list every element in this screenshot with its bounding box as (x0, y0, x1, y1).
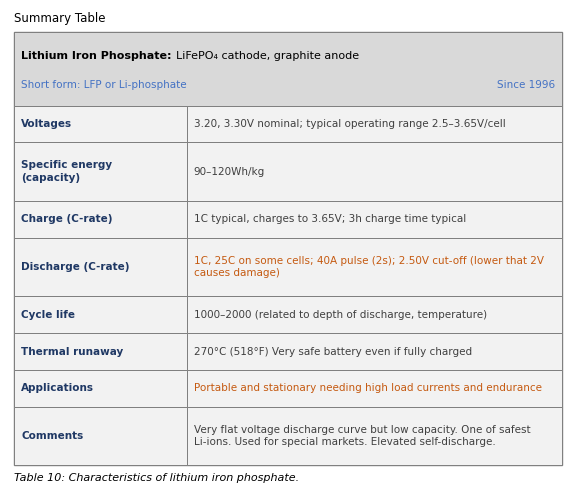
Text: 1000–2000 (related to depth of discharge, temperature): 1000–2000 (related to depth of discharge… (194, 310, 487, 320)
Bar (14, 406, 187, 465)
Text: Very flat voltage discharge curve but low capacity. One of safest
Li-ions. Used : Very flat voltage discharge curve but lo… (194, 425, 530, 447)
Bar (187, 142, 562, 201)
Bar (14, 142, 187, 201)
Text: 270°C (518°F) Very safe battery even if fully charged: 270°C (518°F) Very safe battery even if … (194, 346, 472, 356)
Bar (187, 297, 562, 333)
Text: Comments: Comments (21, 431, 84, 441)
Bar (187, 333, 562, 370)
Text: 3.20, 3.30V nominal; typical operating range 2.5–3.65V/cell: 3.20, 3.30V nominal; typical operating r… (194, 119, 505, 129)
Text: Cycle life: Cycle life (21, 310, 75, 320)
Bar (14, 201, 187, 238)
Text: 90–120Wh/kg: 90–120Wh/kg (194, 167, 265, 177)
Text: Lithium Iron Phosphate:: Lithium Iron Phosphate: (21, 50, 176, 61)
Text: Specific energy
(capacity): Specific energy (capacity) (21, 160, 112, 183)
Text: Portable and stationary needing high load currents and endurance: Portable and stationary needing high loa… (194, 383, 541, 393)
Bar (14, 370, 187, 406)
Bar (187, 201, 562, 238)
Bar (14, 105, 187, 142)
Text: Applications: Applications (21, 383, 94, 393)
Text: Thermal runaway: Thermal runaway (21, 346, 124, 356)
Text: 1C, 25C on some cells; 40A pulse (2s); 2.50V cut-off (lower that 2V
causes damag: 1C, 25C on some cells; 40A pulse (2s); 2… (194, 256, 544, 279)
Text: Charge (C-rate): Charge (C-rate) (21, 214, 113, 224)
Bar (187, 370, 562, 406)
Text: Table 10: Characteristics of lithium iron phosphate.: Table 10: Characteristics of lithium iro… (14, 473, 300, 483)
Bar (187, 406, 562, 465)
Text: Short form: LFP or Li-phosphate: Short form: LFP or Li-phosphate (21, 80, 187, 90)
Text: LiFePO₄ cathode, graphite anode: LiFePO₄ cathode, graphite anode (176, 50, 359, 61)
Bar (14, 32, 562, 465)
Bar (14, 333, 187, 370)
Bar (14, 32, 562, 105)
Bar (187, 105, 562, 142)
Bar (14, 238, 187, 297)
Text: Since 1996: Since 1996 (497, 80, 555, 90)
Bar (187, 238, 562, 297)
Text: Summary Table: Summary Table (14, 12, 106, 25)
Text: Discharge (C-rate): Discharge (C-rate) (21, 262, 130, 272)
Text: 1C typical, charges to 3.65V; 3h charge time typical: 1C typical, charges to 3.65V; 3h charge … (194, 214, 466, 224)
Text: Voltages: Voltages (21, 119, 73, 129)
Bar (14, 297, 187, 333)
